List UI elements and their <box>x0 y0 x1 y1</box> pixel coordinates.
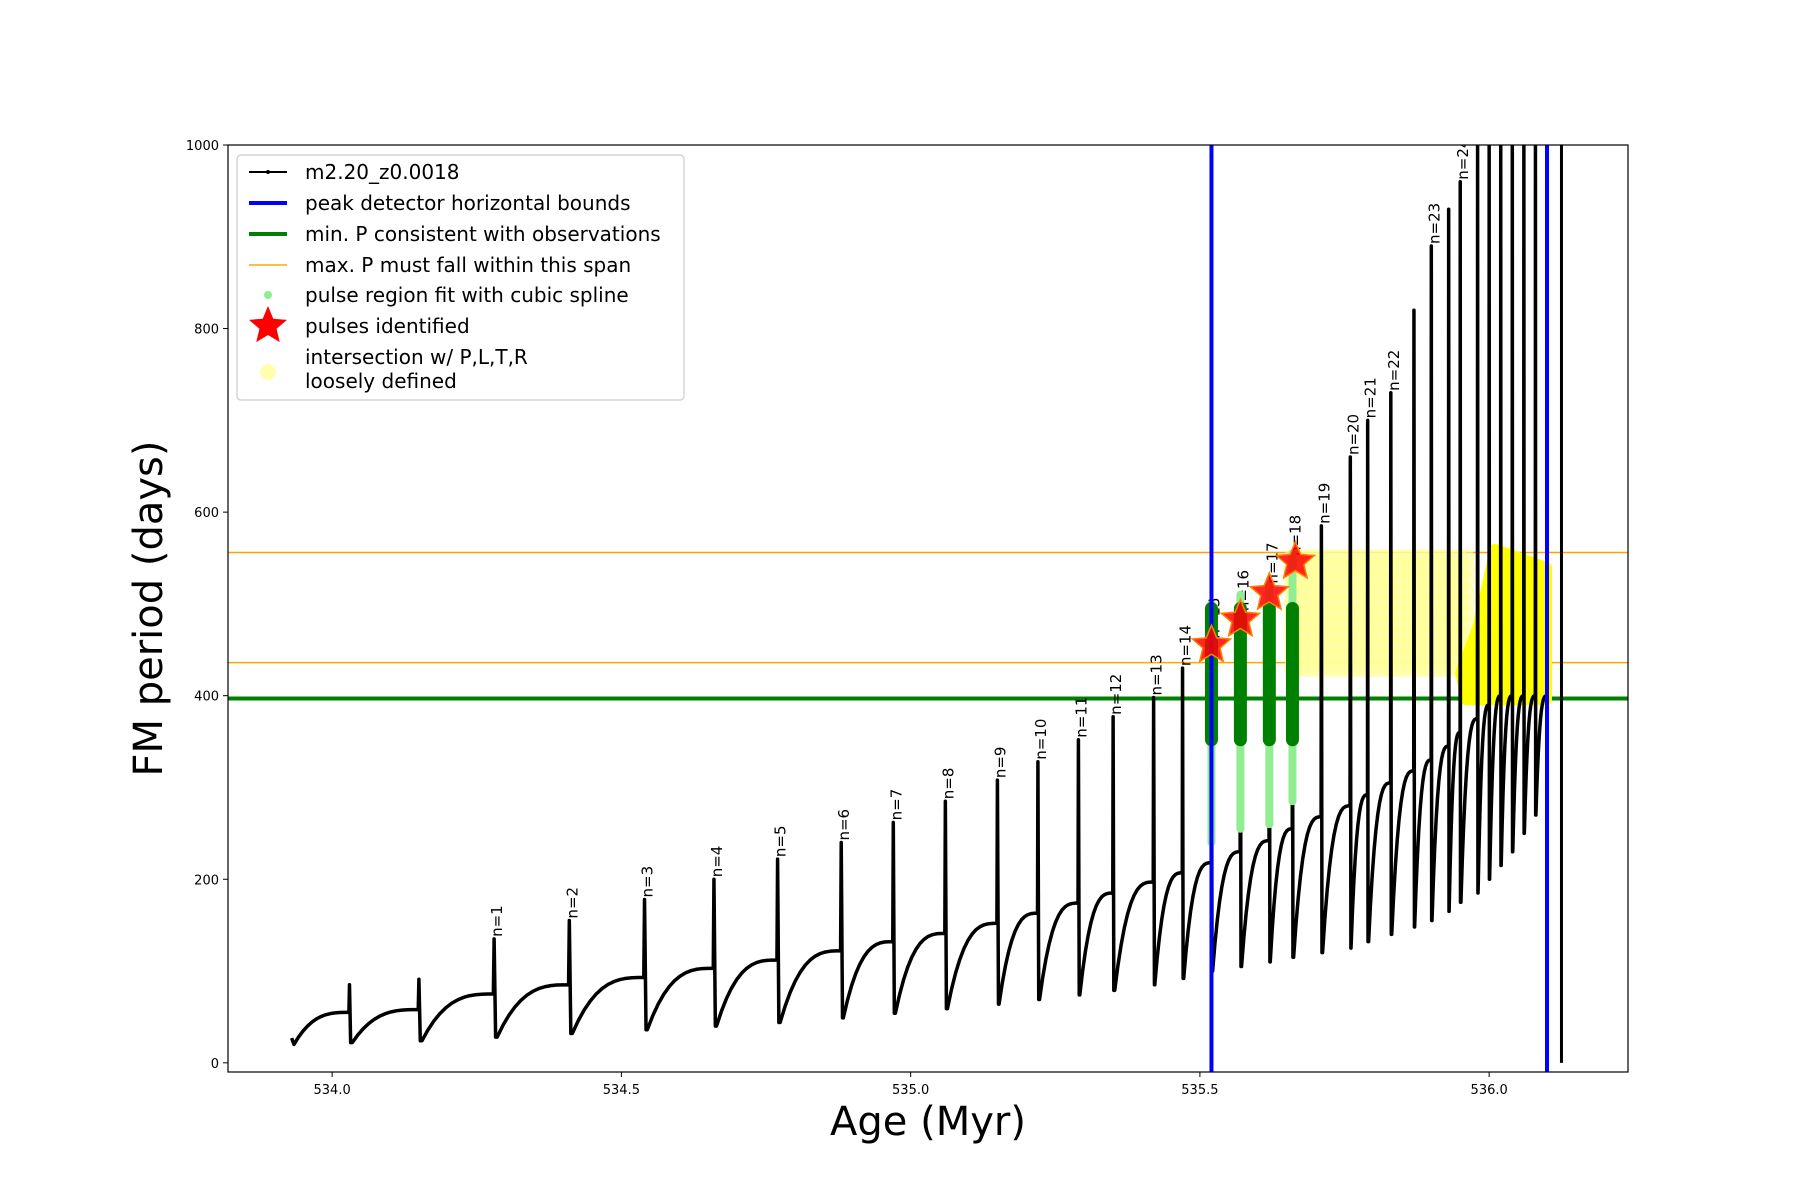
y-tick-label: 1000 <box>186 139 219 154</box>
pulse-label: n=2 <box>563 887 581 919</box>
plot-clip-group: n=1 n=2 n=3 n=4 n=5 n=6 n=7 n=8 n=9 n=10 n=11 n=12 n… <box>228 139 1628 1072</box>
x-tick-label: 535.0 <box>892 1083 929 1098</box>
pulse-label: n=7 <box>887 789 905 821</box>
pulse-label: n=17 <box>1263 542 1281 583</box>
legend-handle-dot <box>264 291 272 299</box>
y-axis-title: FM period (days) <box>126 441 172 777</box>
plot-frame <box>227 144 1629 1073</box>
legend-handle-dot <box>260 364 276 380</box>
x-tick-label: 536.0 <box>1471 1083 1508 1098</box>
pulse-label: n=22 <box>1385 350 1403 391</box>
pulse-label: n=8 <box>939 768 957 800</box>
pulse-label: n=3 <box>639 866 657 898</box>
pulse-label: n=1 <box>488 905 506 937</box>
plot-area: n=1 n=2 n=3 n=4 n=5 n=6 n=7 n=8 n=9 n=10 n=11 n=12 n… <box>228 139 1628 1072</box>
legend-entry-label: min. P consistent with observations <box>305 222 661 246</box>
legend-box <box>236 154 685 401</box>
pulse-label: n=20 <box>1344 414 1362 455</box>
pulse-label: n=23 <box>1425 203 1443 244</box>
legend-handle-dot <box>266 170 270 174</box>
pulse-label: n=19 <box>1315 483 1333 524</box>
legend-entry-label: pulses identified <box>305 314 470 338</box>
x-tick-label: 535.5 <box>1181 1083 1218 1098</box>
legend-entry-label: m2.20_z0.0018 <box>305 160 460 184</box>
pulse-label: n=9 <box>991 747 1009 779</box>
pulse-label: n=24 <box>1454 139 1472 180</box>
model-track-line <box>289 145 1549 1047</box>
pulse-label: n=10 <box>1032 719 1050 760</box>
legend-entry-label-line2: loosely defined <box>305 369 457 393</box>
legend-entry-label: peak detector horizontal bounds <box>305 191 631 215</box>
pulse-label: n=5 <box>772 825 790 857</box>
y-tick-label: 200 <box>194 873 219 888</box>
legend-entry-label: pulse region fit with cubic spline <box>305 283 629 307</box>
legend-handle-star <box>248 306 288 343</box>
x-axis-title: Age (Myr) <box>830 1099 1026 1145</box>
y-tick-label: 0 <box>211 1057 219 1072</box>
pulse-label: n=6 <box>835 809 853 841</box>
identified-pulse-star <box>1248 570 1291 611</box>
pulse-label: n=12 <box>1107 674 1125 715</box>
pulse-label: n=21 <box>1362 377 1380 418</box>
pulse-label: n=13 <box>1148 654 1166 695</box>
identified-pulse-star <box>1274 539 1317 580</box>
y-tick-label: 600 <box>194 506 219 521</box>
pulse-label: n=11 <box>1072 697 1090 738</box>
identified-pulse-star <box>1190 623 1233 663</box>
x-tick-label: 534.5 <box>603 1083 640 1098</box>
legend-entry-label: max. P must fall within this span <box>305 253 631 277</box>
pulse-label: n=14 <box>1177 625 1195 666</box>
y-tick-label: 800 <box>194 323 219 338</box>
y-tick-label: 400 <box>194 690 219 705</box>
pulse-label: n=18 <box>1286 515 1304 556</box>
identified-pulse-star <box>1219 597 1262 638</box>
axes: 534.0 534.5 535.0 535.5 536.0 0 200 400 600 800 10… <box>186 139 1629 1098</box>
legend-entry-label: intersection w/ P,L,T,R <box>305 345 528 369</box>
pulse-label: n=4 <box>708 846 726 878</box>
x-tick-label: 534.0 <box>314 1083 351 1098</box>
